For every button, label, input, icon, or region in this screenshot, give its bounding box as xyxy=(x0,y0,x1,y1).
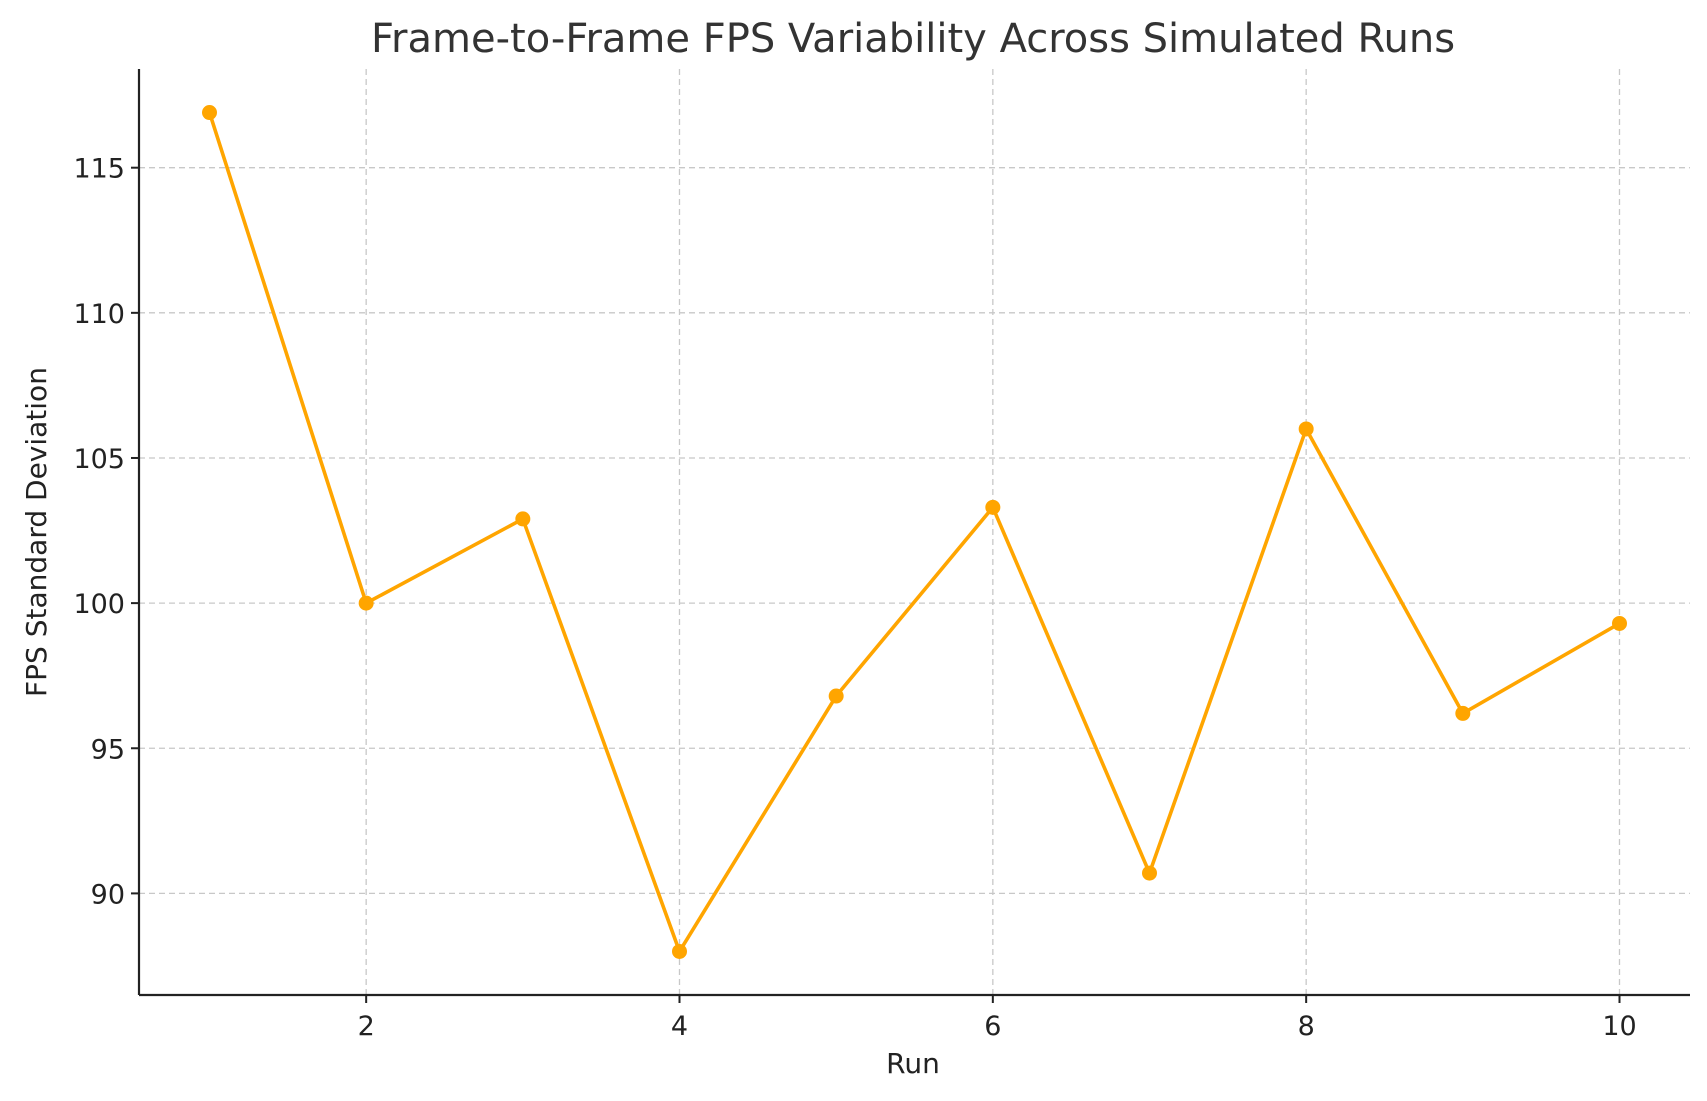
chart-title: Frame-to-Frame FPS Variability Across Si… xyxy=(371,16,1455,62)
y-tick-label: 100 xyxy=(73,589,125,620)
x-tick-label: 8 xyxy=(1298,1011,1315,1042)
data-point xyxy=(1298,421,1314,437)
x-tick-label: 10 xyxy=(1602,1011,1636,1042)
y-tick-label: 115 xyxy=(73,154,125,185)
x-tick-label: 2 xyxy=(358,1011,375,1042)
data-point xyxy=(515,511,531,527)
data-point xyxy=(1142,865,1157,881)
y-tick-label: 110 xyxy=(73,299,125,330)
data-point xyxy=(828,688,844,704)
data-point xyxy=(672,943,687,959)
y-axis-label: FPS Standard Deviation xyxy=(20,367,53,697)
x-tick-label: 4 xyxy=(671,1011,688,1042)
y-tick-label: 95 xyxy=(91,734,125,765)
x-axis-label: Run xyxy=(886,1047,940,1080)
series-line xyxy=(207,111,1621,954)
series-layer xyxy=(202,105,1627,959)
x-tick-label: 6 xyxy=(984,1011,1001,1042)
data-point xyxy=(1455,705,1471,721)
y-axis-ticks: 90 95 100 105 110 115 xyxy=(73,154,139,910)
data-point xyxy=(1612,615,1627,631)
data-point xyxy=(358,595,374,611)
data-point xyxy=(985,499,1001,515)
grid xyxy=(139,69,1690,995)
y-tick-label: 105 xyxy=(73,444,125,475)
y-tick-label: 90 xyxy=(91,879,125,910)
data-point xyxy=(202,105,217,121)
x-axis-ticks: 2 4 6 8 10 xyxy=(358,995,1637,1042)
